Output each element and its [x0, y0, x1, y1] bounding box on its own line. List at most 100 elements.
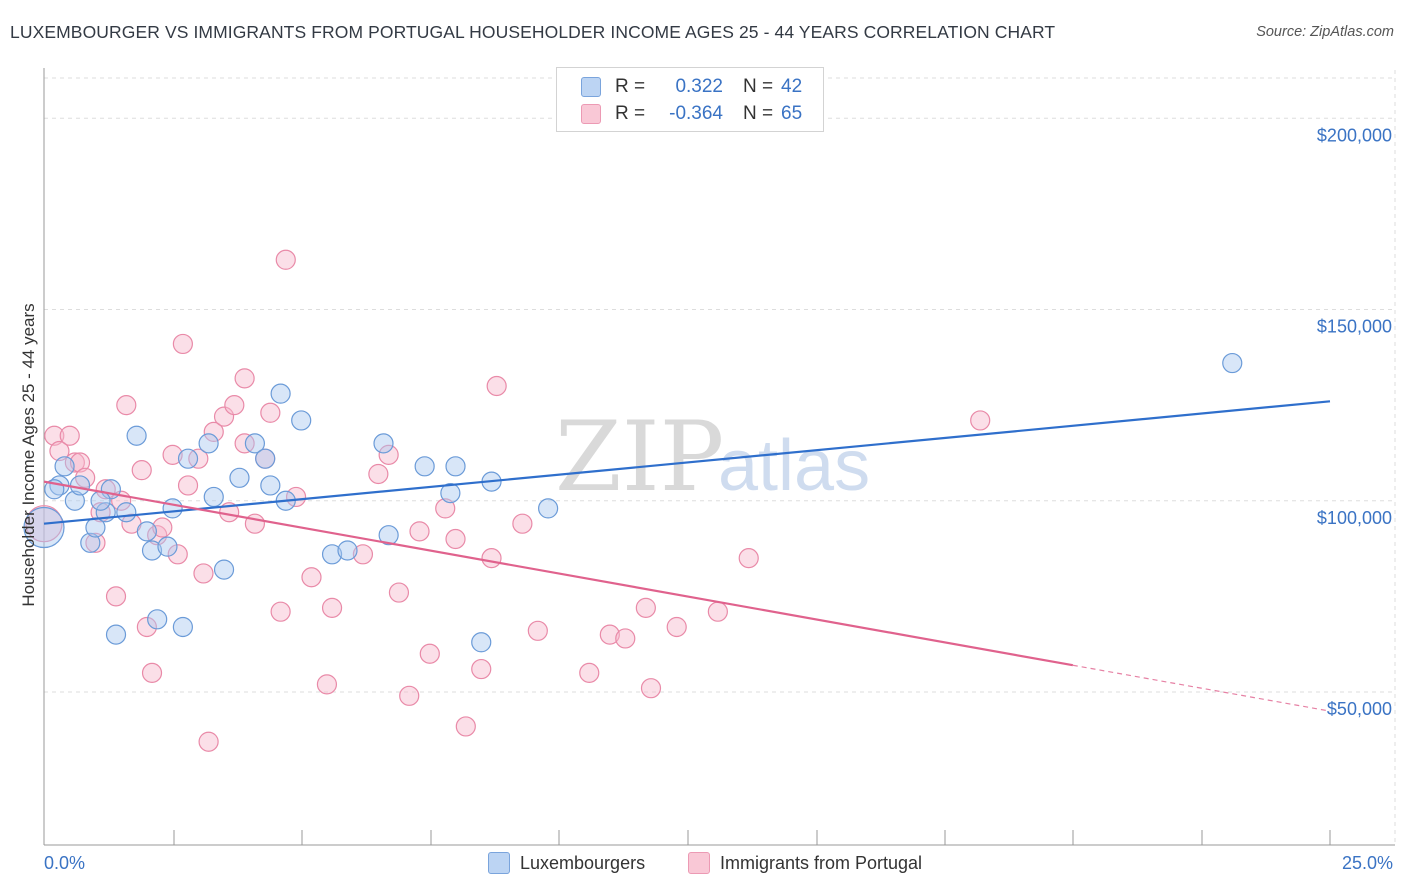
point-luxembourgers — [105, 624, 127, 645]
axes — [43, 68, 1395, 846]
y-tick-label: $200,000 — [1317, 125, 1392, 145]
point-luxembourgers — [141, 540, 163, 561]
y-axis-label: Householder Income Ages 25 - 44 years — [19, 303, 38, 606]
point-portugal — [599, 624, 620, 645]
point-portugal — [738, 548, 759, 569]
x-tick-label: 25.0% — [1342, 853, 1393, 873]
watermark-atlas: atlas — [718, 426, 870, 506]
point-portugal — [213, 406, 235, 427]
point-portugal — [172, 333, 193, 355]
point-portugal — [162, 444, 183, 465]
point-portugal — [635, 597, 656, 618]
point-portugal — [419, 643, 440, 664]
point-luxembourgers — [157, 536, 178, 557]
point-portugal — [707, 601, 728, 622]
point-portugal — [152, 517, 173, 538]
legend-row-portugal: R = -0.364 N = 65 — [581, 102, 802, 126]
y-tick-label: $50,000 — [1327, 699, 1392, 719]
watermark: ZIP atlas — [555, 401, 870, 513]
point-portugal — [234, 433, 255, 454]
point-portugal — [270, 601, 291, 622]
point-luxembourgers — [378, 525, 399, 546]
point-portugal — [316, 674, 338, 695]
point-portugal — [141, 662, 163, 683]
point-portugal — [321, 597, 343, 618]
point-luxembourgers — [440, 483, 461, 504]
point-luxembourgers — [136, 521, 157, 542]
legend-n-value: 42 — [781, 76, 803, 97]
trend-line-portugal-extension — [1072, 664, 1331, 712]
point-portugal — [234, 368, 255, 389]
legend-swatch-blue — [581, 77, 601, 97]
point-luxembourgers — [147, 609, 168, 630]
point-luxembourgers — [64, 490, 85, 511]
point-portugal — [512, 513, 533, 534]
point-luxembourgers — [80, 532, 101, 553]
point-portugal — [116, 395, 137, 416]
trend-line-portugal — [43, 480, 1073, 667]
point-portugal — [455, 716, 476, 737]
legend: R = 0.322 N = 42 R = -0.364 N = 65 — [556, 67, 824, 132]
point-portugal — [481, 548, 502, 569]
point-luxembourgers — [445, 456, 466, 477]
point-portugal — [579, 662, 600, 683]
point-portugal — [85, 532, 106, 553]
y-tick-label: $100,000 — [1317, 508, 1392, 528]
point-luxembourgers — [198, 433, 219, 454]
point-portugal — [970, 410, 991, 431]
point-luxembourgers — [471, 632, 492, 653]
point-portugal — [198, 731, 219, 752]
bottom-legend-swatch-blue — [488, 852, 510, 874]
point-portugal — [378, 444, 399, 465]
source-label: Source: ZipAtlas.com — [1256, 24, 1394, 40]
bottom-legend-swatch-pink — [688, 852, 710, 874]
point-portugal — [666, 616, 687, 638]
point-portugal — [167, 544, 188, 565]
point-luxembourgers — [538, 498, 559, 519]
point-portugal — [188, 448, 209, 469]
point-luxembourgers — [414, 456, 435, 477]
point-luxembourgers — [1222, 352, 1243, 374]
y-tick-label: $150,000 — [1317, 317, 1392, 337]
point-portugal — [435, 498, 456, 519]
point-portugal — [285, 486, 307, 508]
point-portugal — [136, 616, 157, 638]
point-luxembourgers — [244, 433, 266, 454]
legend-r-label: R = — [615, 76, 646, 97]
point-portugal — [49, 440, 70, 462]
point-luxembourgers — [69, 475, 91, 496]
bottom-legend-label: Luxembourgers — [520, 852, 646, 873]
x-tick-label: 0.0% — [44, 853, 85, 873]
point-luxembourgers — [373, 433, 394, 454]
point-portugal — [445, 528, 466, 550]
point-portugal — [486, 375, 507, 397]
point-luxembourgers — [203, 486, 224, 508]
point-luxembourgers — [177, 448, 199, 469]
point-portugal — [640, 678, 662, 699]
point-portugal — [59, 425, 80, 446]
point-luxembourgers — [213, 559, 235, 580]
point-portugal — [368, 463, 389, 485]
point-portugal — [352, 544, 374, 565]
legend-n-value: 65 — [781, 103, 803, 124]
point-portugal — [615, 628, 636, 649]
point-portugal — [399, 685, 420, 706]
point-portugal — [105, 586, 127, 607]
point-portugal — [388, 582, 410, 603]
point-portugal — [260, 402, 281, 423]
legend-r-value: 0.322 — [675, 76, 723, 97]
bottom-legend: Luxembourgers Immigrants from Portugal — [0, 852, 1406, 878]
legend-swatch-pink — [581, 104, 601, 124]
point-luxembourgers — [255, 448, 276, 469]
point-portugal — [193, 563, 214, 584]
point-portugal — [527, 620, 548, 641]
series-luxembourgers-points — [23, 352, 1243, 653]
legend-n-label: N = — [743, 76, 774, 97]
point-luxembourgers — [321, 544, 343, 565]
legend-r-label: R = — [615, 103, 646, 124]
point-portugal — [177, 475, 199, 496]
bottom-legend-label: Immigrants from Portugal — [720, 852, 923, 873]
trend-lines — [43, 400, 1331, 712]
point-luxembourgers — [23, 506, 65, 549]
